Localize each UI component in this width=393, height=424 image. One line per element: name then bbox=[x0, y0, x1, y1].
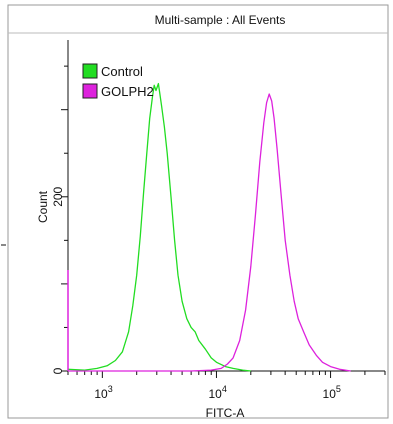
series-line-control bbox=[67, 82, 251, 372]
legend-swatch-control bbox=[82, 63, 98, 79]
x-axis-label: FITC-A bbox=[206, 406, 245, 420]
series-lines bbox=[67, 82, 351, 372]
series-line-golph2 bbox=[68, 93, 351, 372]
legend-swatch-golph2 bbox=[82, 83, 98, 99]
x-tick-marks bbox=[67, 371, 386, 378]
x-tick-label: 104 bbox=[208, 384, 226, 401]
legend: Control GOLPH2 bbox=[82, 63, 154, 99]
y-tick-labels: 0 200 bbox=[51, 186, 65, 374]
chart-title: Multi-sample : All Events bbox=[155, 13, 286, 27]
legend-label-golph2: GOLPH2 bbox=[101, 84, 154, 99]
outer-frame bbox=[7, 4, 389, 419]
legend-label-control: Control bbox=[101, 64, 143, 79]
x-tick-label: 105 bbox=[323, 384, 341, 401]
y-tick-label: 200 bbox=[51, 186, 65, 206]
x-tick-label: 103 bbox=[94, 384, 112, 401]
y-tick-marks bbox=[61, 65, 68, 372]
y-tick-label: 0 bbox=[51, 367, 65, 374]
y-axis-label: Count bbox=[36, 190, 50, 223]
x-tick-labels: 103 104 105 bbox=[94, 384, 341, 401]
